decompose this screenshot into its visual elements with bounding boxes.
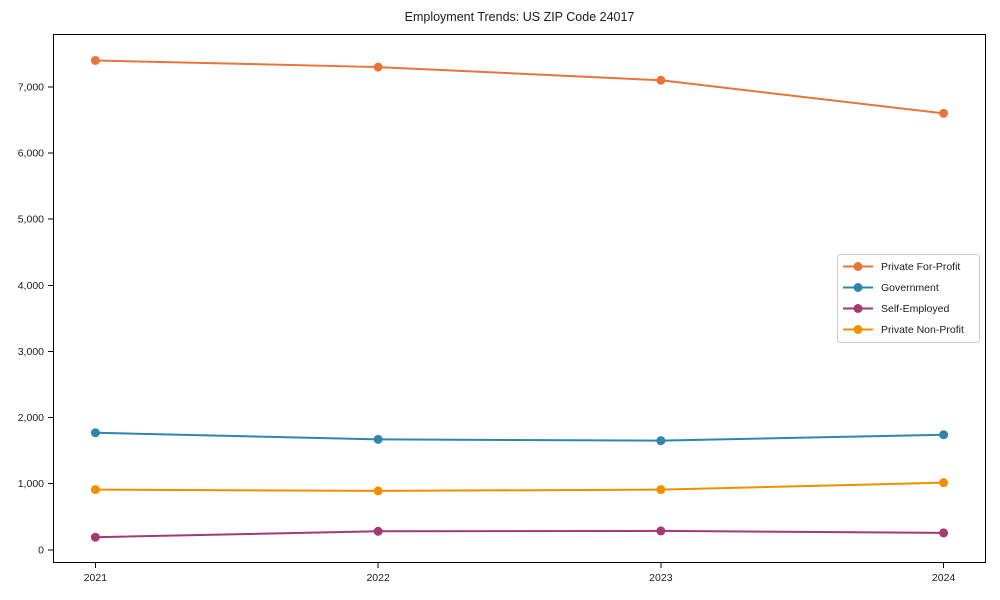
y-tick-label: 4,000 <box>18 280 44 292</box>
legend-label-private-non-profit: Private Non-Profit <box>881 324 964 336</box>
series-line-private-for-profit <box>94 59 945 115</box>
y-tick-label: 1,000 <box>18 478 44 490</box>
legend-label-private-for-profit: Private For-Profit <box>881 261 960 273</box>
y-tick-label: 6,000 <box>18 148 44 160</box>
legend-marker-self-employed <box>853 304 863 313</box>
data-point-private-for-profit-2023 <box>656 75 666 85</box>
legend-marker-private-non-profit <box>853 325 863 334</box>
y-tick-label: 0 <box>38 544 44 556</box>
x-tick-label: 2024 <box>932 572 956 584</box>
data-point-private-non-profit-2022 <box>373 486 383 496</box>
series-line-self-employed <box>94 529 945 539</box>
legend-marker-government <box>853 283 863 292</box>
data-point-private-non-profit-2021 <box>90 485 100 495</box>
data-point-government-2023 <box>656 436 666 446</box>
data-point-private-non-profit-2024 <box>939 478 949 488</box>
x-tick-label: 2022 <box>366 572 390 584</box>
data-point-government-2022 <box>373 434 383 444</box>
x-tick-label: 2023 <box>649 572 673 584</box>
series-line-private-non-profit <box>94 481 945 492</box>
x-tick-label: 2021 <box>84 572 108 584</box>
y-tick-label: 2,000 <box>18 412 44 424</box>
data-point-private-for-profit-2024 <box>939 108 949 118</box>
y-tick-label: 5,000 <box>18 214 44 226</box>
y-tick-label: 7,000 <box>18 81 44 93</box>
legend-marker-private-for-profit <box>853 262 863 271</box>
chart-title: Employment Trends: US ZIP Code 24017 <box>404 10 635 24</box>
data-point-self-employed-2023 <box>656 526 666 536</box>
plot-area-border <box>53 34 986 563</box>
legend-label-government: Government <box>881 282 939 294</box>
legend-label-self-employed: Self-Employed <box>881 303 949 315</box>
data-point-government-2024 <box>939 430 949 440</box>
data-point-private-non-profit-2023 <box>656 485 666 495</box>
data-point-self-employed-2024 <box>939 528 949 538</box>
legend-box <box>837 254 980 343</box>
y-tick-label: 3,000 <box>18 346 44 358</box>
series-line-government <box>94 431 945 442</box>
data-point-self-employed-2022 <box>373 526 383 536</box>
data-point-private-for-profit-2021 <box>90 55 100 65</box>
data-point-government-2021 <box>90 428 100 438</box>
data-point-self-employed-2021 <box>90 532 100 542</box>
data-point-private-for-profit-2022 <box>373 62 383 72</box>
